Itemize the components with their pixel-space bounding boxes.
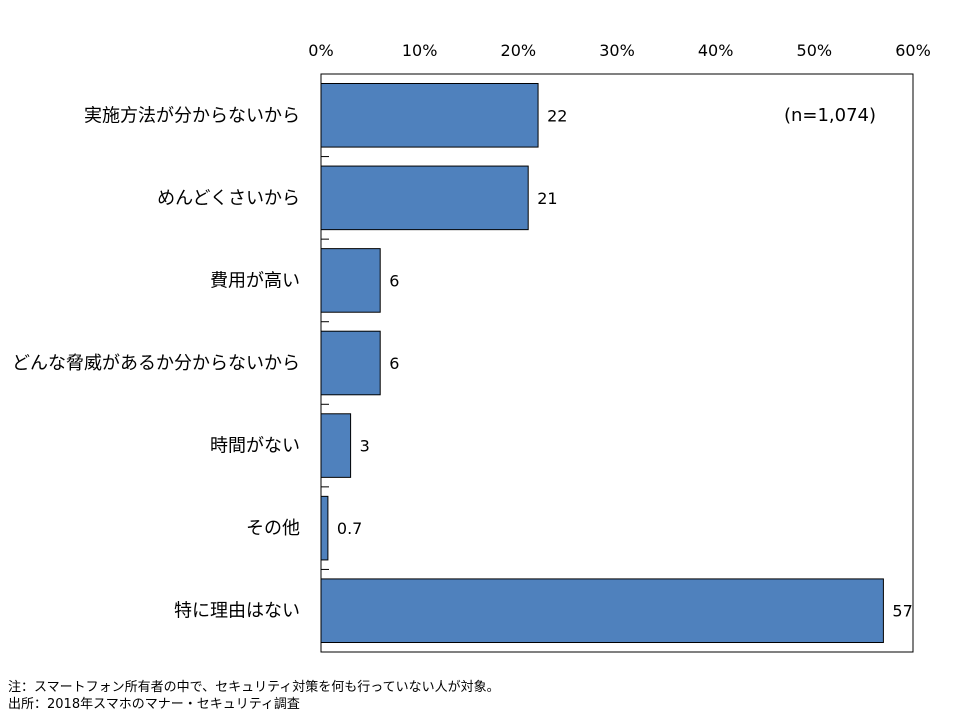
x-tick-label: 40%	[698, 41, 734, 60]
data-label: 57	[892, 602, 912, 621]
category-label: 時間がない	[210, 436, 300, 457]
category-label: どんな脅威があるか分からないから	[12, 353, 300, 374]
data-label: 3	[360, 437, 370, 456]
data-label: 6	[389, 271, 399, 290]
x-tick-label: 0%	[308, 41, 333, 60]
plot-area-frame	[320, 73, 914, 653]
category-label: 実施方法が分からないから	[84, 105, 300, 126]
footnote: 注：スマートフォン所有者の中で、セキュリティ対策を何も行っていない人が対象。	[8, 680, 500, 695]
bar	[320, 578, 884, 644]
data-label: 6	[389, 354, 399, 373]
data-label: 21	[537, 189, 557, 208]
x-tick-label: 20%	[501, 41, 537, 60]
bar	[320, 413, 352, 478]
source-note: 出所：2018年スマホのマナー・セキュリティ調査	[8, 697, 300, 712]
x-tick-label: 30%	[599, 41, 635, 60]
category-label: 特に理由はない	[174, 601, 300, 622]
x-tick-label: 50%	[797, 41, 833, 60]
data-label: 0.7	[337, 519, 362, 538]
x-tick-label: 60%	[895, 41, 931, 60]
category-labels: 実施方法が分からないからめんどくさいから費用が高いどんな脅威があるか分からないか…	[12, 105, 300, 621]
category-label: めんどくさいから	[157, 188, 300, 209]
x-tick-label: 10%	[402, 41, 438, 60]
bars	[320, 82, 884, 644]
bar	[320, 82, 539, 148]
category-label: 費用が高い	[210, 270, 300, 291]
y-axis-tick-marks	[321, 156, 329, 570]
sample-size-annotation: (n=1,074)	[784, 105, 876, 126]
x-axis-ticks: 0% 10% 20% 30% 40% 50% 60%	[308, 41, 930, 60]
value-labels: 22 21 6 6 3 0.7 57	[337, 106, 913, 620]
data-label: 22	[547, 106, 567, 125]
bar	[320, 248, 381, 313]
bar	[320, 495, 329, 561]
bar	[320, 165, 529, 231]
bar	[320, 330, 381, 396]
category-label: その他	[246, 518, 300, 539]
